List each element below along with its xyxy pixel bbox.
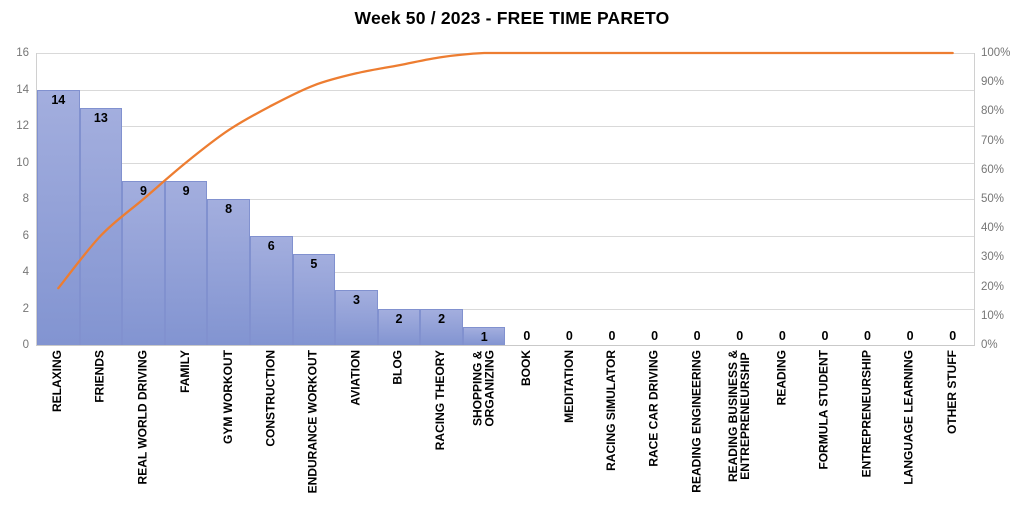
pct-axis-label: 90%: [981, 76, 1005, 89]
plot-area: 14 13 9 9 8 6 5 3 2 2 1 0 0 0 0 0 0 0 0 0 0 0: [36, 51, 975, 346]
category-label: GYM WORKOUT: [220, 350, 235, 444]
bar-value-label: 0: [608, 329, 616, 343]
gridline: [37, 53, 974, 54]
bar-value-label: 13: [93, 110, 108, 125]
category-label: FORMULA STUDENT: [816, 350, 831, 470]
pct-axis-label: 30%: [981, 251, 1005, 264]
bar-value-label: 0: [864, 329, 871, 343]
pct-axis-label: 70%: [981, 134, 1005, 147]
bar-value-label: 0: [651, 329, 659, 343]
category-label: READING BUSINESS & ENTREPRENEURSHIP: [725, 350, 752, 483]
bar-value-label: 9: [139, 183, 147, 198]
y-axis-label: 10: [16, 156, 29, 169]
bar: [164, 180, 208, 345]
bar: [420, 308, 463, 345]
pct-axis-label: 60%: [981, 163, 1005, 176]
bar-value-label: 0: [778, 329, 786, 343]
chart-title: Week 50 / 2023 - FREE TIME PARETO: [354, 8, 670, 28]
bar-value-label: 3: [352, 293, 360, 308]
pct-axis-label: 0%: [981, 339, 998, 351]
y-axis-label: 4: [22, 266, 29, 278]
y-axis-label: 16: [16, 47, 29, 59]
bar-value-label: 0: [906, 329, 914, 343]
pct-axis-label: 20%: [981, 280, 1005, 293]
category-label: RACING SIMULATOR: [604, 350, 618, 471]
category-label: READING: [774, 350, 789, 406]
pct-axis-label: 80%: [981, 105, 1005, 118]
pct-axis-label: 10%: [981, 309, 1005, 322]
gridline: [37, 308, 974, 310]
bar-value-label: 0: [821, 329, 829, 343]
bar-value-label: 0: [736, 329, 744, 343]
bar-value-label: 8: [225, 202, 233, 216]
bar: [335, 290, 378, 345]
category-label: AVIATION: [348, 350, 363, 406]
y-axis-label: 0: [22, 339, 29, 351]
pct-axis-label: 40%: [981, 222, 1005, 235]
bar-value-label: 14: [51, 92, 66, 107]
bar-value-label: 0: [523, 329, 531, 343]
bar-value-label: 0: [565, 329, 573, 343]
bar-value-label: 2: [395, 311, 403, 326]
category-label: RELAXING: [50, 350, 65, 413]
category-label: LANGUAGE LEARNING: [902, 350, 917, 485]
pct-axis-label: 50%: [981, 193, 1005, 205]
gridline: [37, 89, 974, 91]
category-label: CONSTRUCTION: [263, 350, 278, 447]
bar-value-label: 0: [949, 329, 957, 343]
bar: [37, 89, 80, 345]
bar: [462, 326, 506, 345]
bar: [207, 199, 250, 345]
category-label: BLOG: [391, 350, 405, 385]
pct-axis-label: 100%: [981, 47, 1011, 59]
bar: [377, 308, 421, 345]
bar-value-label: 9: [182, 183, 190, 198]
category-label: RACING THEORY: [433, 350, 448, 451]
category-label: REAL WORLD DRIVING: [135, 350, 150, 485]
category-label: MEDITATION: [561, 350, 576, 423]
bar-value-label: 0: [693, 329, 701, 343]
category-label: BOOK: [518, 350, 533, 386]
category-label: ENDURANCE WORKOUT: [305, 350, 320, 494]
y-axis-label: 14: [16, 83, 29, 96]
category-label: READING ENGINEERING: [689, 350, 704, 493]
gridline: [37, 126, 974, 127]
bar: [122, 180, 165, 345]
y-axis-label: 12: [16, 120, 29, 132]
bar-value-label: 5: [310, 256, 318, 271]
y-axis-label: 2: [22, 302, 29, 315]
category-label: SHOPPING & ORGANIZING: [470, 350, 497, 427]
category-label: RACE CAR DRIVING: [646, 350, 661, 467]
gridline: [37, 162, 974, 164]
bar-value-label: 2: [438, 311, 446, 326]
category-label: FRIENDS: [92, 350, 107, 403]
category-label: ENTREPRENEURSHIP: [859, 350, 874, 478]
category-label: FAMILY: [178, 350, 193, 393]
y-axis-label: 6: [22, 229, 29, 242]
bar: [79, 107, 123, 345]
bar-value-label: 1: [480, 329, 488, 344]
bar-value-label: 6: [267, 238, 275, 253]
y-axis-label: 8: [22, 193, 29, 205]
category-label: OTHER STUFF: [944, 350, 959, 434]
